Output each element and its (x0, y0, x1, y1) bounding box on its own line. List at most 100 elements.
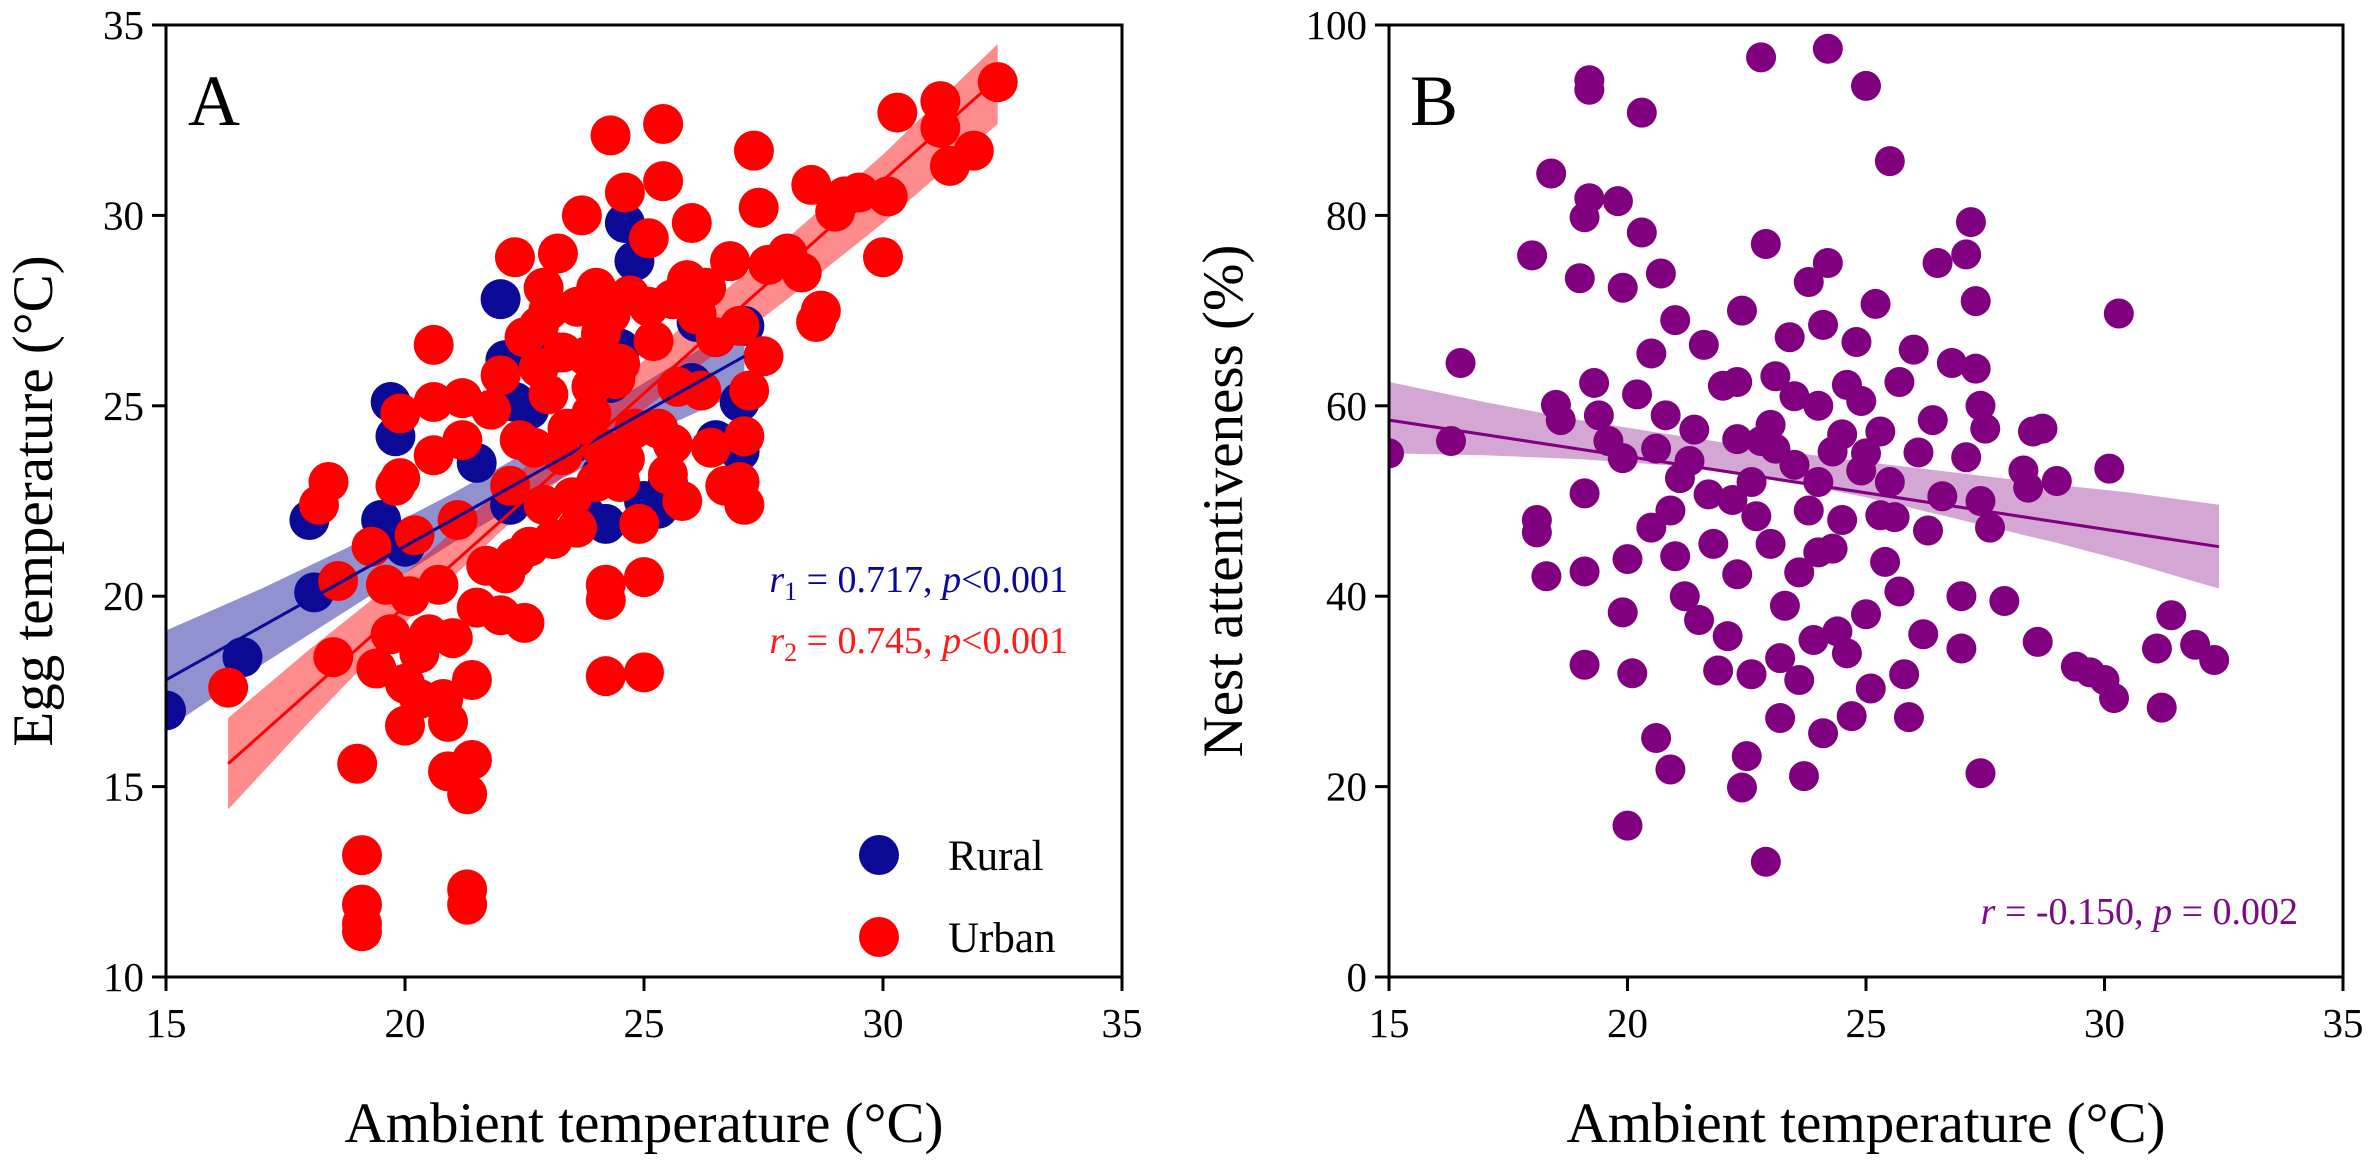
data-point (604, 172, 645, 213)
data-point (166, 690, 186, 731)
data-point (1946, 581, 1977, 612)
data-point (1569, 649, 1600, 680)
data-point (1684, 605, 1715, 635)
data-point (585, 580, 626, 621)
data-point (1617, 658, 1648, 689)
data-point (1960, 353, 1991, 384)
data-point (561, 195, 602, 236)
data-point (2141, 633, 2172, 664)
data-point (1574, 183, 1605, 214)
data-point (1884, 367, 1915, 397)
data-point (1765, 643, 1796, 674)
panel-a-plot-area (166, 44, 1018, 952)
data-point (1536, 158, 1567, 189)
data-point (624, 557, 664, 598)
data-point (1750, 846, 1781, 877)
data-point (2103, 298, 2134, 329)
data-point (2094, 453, 2125, 484)
panel-b-frame (1387, 23, 2345, 979)
data-point (1636, 338, 1667, 369)
data-point (1717, 485, 1748, 516)
data-point (1607, 597, 1638, 628)
data-point (1760, 433, 1791, 464)
x-tick-label: 25 (1846, 1000, 1887, 1046)
x-tick-label: 30 (2084, 1000, 2125, 1046)
data-point (1726, 295, 1757, 326)
data-point (1836, 701, 1867, 732)
data-point (1641, 723, 1672, 754)
data-point (671, 203, 712, 244)
stat-p-value: <0.001 (961, 559, 1068, 601)
data-point (1769, 590, 1800, 621)
data-point (600, 343, 641, 384)
panel-a-letter: A (188, 61, 240, 141)
data-point (2022, 626, 2053, 657)
data-point (1679, 414, 1710, 445)
data-point (370, 614, 411, 655)
data-point (791, 164, 832, 205)
data-point (977, 62, 1018, 103)
data-point (1660, 305, 1691, 336)
data-point (1831, 638, 1862, 669)
data-point (1712, 621, 1743, 652)
data-point (724, 416, 765, 457)
panel-a-fit-lines (166, 77, 999, 765)
data-point (2199, 644, 2230, 675)
data-point (1784, 664, 1815, 695)
data-point (504, 317, 545, 358)
data-point (341, 903, 382, 944)
data-point (447, 884, 488, 925)
data-point (1545, 405, 1576, 436)
data-point (1531, 561, 1562, 592)
data-point (1965, 390, 1996, 421)
y-tick-label: 60 (1326, 383, 1367, 429)
panel-b-fit-line (1389, 418, 2220, 549)
data-point (1851, 599, 1881, 630)
data-point (537, 233, 578, 274)
data-point (337, 743, 378, 784)
data-point (1903, 437, 1934, 468)
data-point (867, 176, 908, 217)
data-point (1865, 416, 1896, 447)
data-point (1908, 619, 1939, 650)
data-point (351, 526, 392, 567)
data-point (1913, 515, 1944, 546)
data-point (628, 286, 669, 327)
x-tick-label: 15 (1369, 1000, 1410, 1046)
data-point (380, 393, 421, 434)
panel-a-points (166, 62, 1018, 952)
data-point (705, 465, 746, 506)
data-point (1726, 772, 1757, 803)
y-tick-label: 35 (103, 2, 144, 48)
data-point (208, 667, 249, 708)
data-point (1607, 443, 1638, 474)
data-point (1960, 286, 1991, 317)
x-tick-label: 35 (2323, 1000, 2364, 1046)
data-point (681, 370, 722, 411)
y-tick-label: 100 (1306, 2, 1368, 48)
data-point (877, 92, 918, 133)
data-point (528, 290, 569, 331)
data-point (1965, 758, 1996, 789)
data-point (1641, 433, 1672, 464)
panel-a-x-axis-title: Ambient temperature (°C) (345, 1092, 944, 1155)
panel-b-stat: r = -0.150, p = 0.002 (1981, 891, 2298, 933)
data-point (2013, 472, 2044, 503)
data-point (1803, 390, 1834, 421)
data-point (1922, 248, 1953, 278)
data-point (1626, 97, 1657, 128)
data-point (451, 739, 492, 780)
x-tick-label: 35 (1102, 1000, 1143, 1046)
data-point (308, 461, 349, 502)
y-tick-label: 20 (103, 573, 144, 619)
data-point (1731, 741, 1762, 772)
data-point (2099, 683, 2130, 714)
data-point (1622, 379, 1653, 410)
stat-p-symbol: p (939, 620, 961, 662)
data-point (1989, 585, 2020, 616)
data-point (1860, 288, 1891, 319)
data-point (1798, 624, 1829, 655)
data-point (432, 618, 473, 659)
data-point (1445, 347, 1476, 378)
stat-r-value: = 0.745, (797, 620, 942, 662)
